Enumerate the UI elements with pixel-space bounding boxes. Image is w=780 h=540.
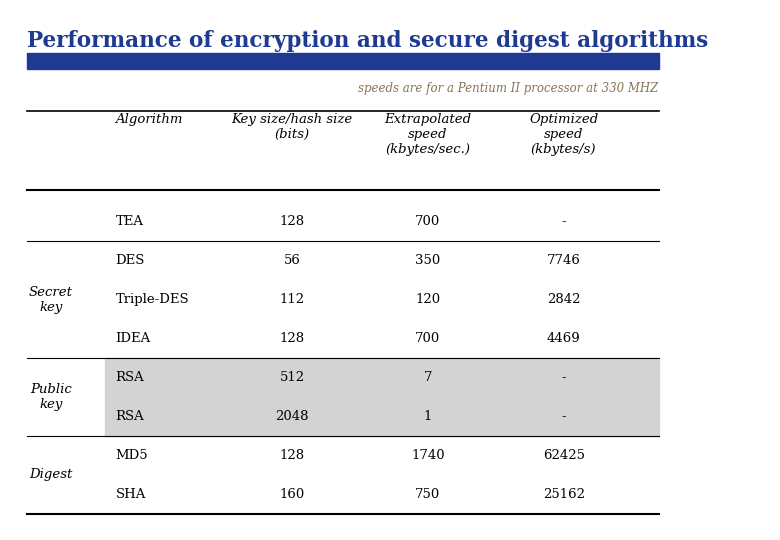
Text: -: - [562, 371, 566, 384]
Text: DES: DES [115, 254, 145, 267]
Text: RSA: RSA [115, 371, 144, 384]
FancyBboxPatch shape [105, 397, 658, 436]
Text: 2048: 2048 [275, 410, 309, 423]
FancyBboxPatch shape [105, 358, 658, 397]
Text: speeds are for a Pentium II processor at 330 MHZ: speeds are for a Pentium II processor at… [359, 82, 658, 95]
Text: Public
key: Public key [30, 383, 72, 411]
Text: 1: 1 [424, 410, 432, 423]
Text: 160: 160 [279, 488, 305, 501]
Text: Secret
key: Secret key [29, 286, 73, 314]
Text: Key size/hash size
(bits): Key size/hash size (bits) [232, 113, 353, 141]
Text: IDEA: IDEA [115, 332, 151, 345]
Text: 112: 112 [279, 293, 304, 306]
Text: 700: 700 [415, 215, 441, 228]
Text: 2842: 2842 [547, 293, 580, 306]
Text: 7: 7 [424, 371, 432, 384]
Text: TEA: TEA [115, 215, 144, 228]
Text: 128: 128 [279, 449, 304, 462]
Text: 700: 700 [415, 332, 441, 345]
Text: 7746: 7746 [547, 254, 580, 267]
Text: SHA: SHA [115, 488, 146, 501]
Text: 350: 350 [415, 254, 441, 267]
Text: Algorithm: Algorithm [115, 113, 183, 126]
Text: RSA: RSA [115, 410, 144, 423]
Text: 56: 56 [284, 254, 300, 267]
Text: -: - [562, 215, 566, 228]
Text: Triple-DES: Triple-DES [115, 293, 189, 306]
Text: Extrapolated
speed
(kbytes/sec.): Extrapolated speed (kbytes/sec.) [385, 113, 471, 157]
Text: 4469: 4469 [547, 332, 580, 345]
Text: MD5: MD5 [115, 449, 148, 462]
Text: Optimized
speed
(kbytes/s): Optimized speed (kbytes/s) [529, 113, 598, 157]
Text: Digest: Digest [29, 468, 73, 481]
Text: Performance of encryption and secure digest algorithms: Performance of encryption and secure dig… [27, 30, 708, 52]
Text: 128: 128 [279, 215, 304, 228]
Text: 128: 128 [279, 332, 304, 345]
Text: 750: 750 [415, 488, 441, 501]
Text: -: - [562, 410, 566, 423]
Text: 120: 120 [415, 293, 441, 306]
Text: 62425: 62425 [543, 449, 585, 462]
Text: 25162: 25162 [543, 488, 585, 501]
FancyBboxPatch shape [27, 53, 658, 69]
Text: 1740: 1740 [411, 449, 445, 462]
Text: 512: 512 [279, 371, 304, 384]
